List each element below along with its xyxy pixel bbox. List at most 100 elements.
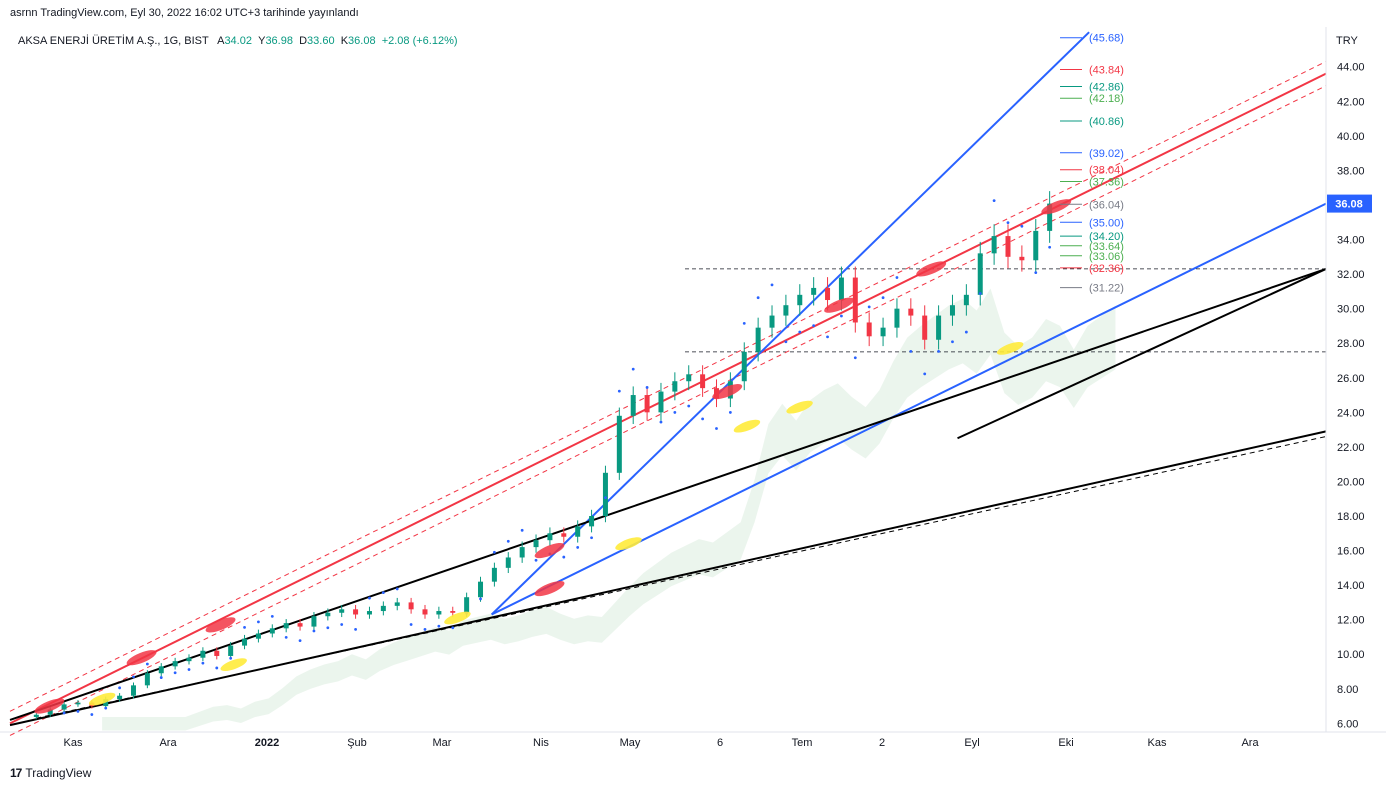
candle-body[interactable] — [283, 623, 289, 629]
candle-body[interactable] — [575, 526, 581, 537]
candle-body[interactable] — [75, 702, 81, 705]
candle-body[interactable] — [200, 650, 206, 658]
candle-body[interactable] — [547, 533, 553, 541]
x-tick-label: Şub — [347, 737, 367, 749]
candle-body[interactable] — [977, 253, 983, 295]
candle-body[interactable] — [852, 277, 858, 323]
candle-body[interactable] — [922, 315, 928, 340]
fib-level-label: (40.86) — [1089, 116, 1124, 128]
price-axis[interactable]: TRY 6.00 8.00 10.00 12.00 14.00 16.00 18.00 20.… — [0, 27, 1386, 733]
plot-area[interactable]: (45.68) (43.84) (42.86)(42.18) (40.86) (39.0… — [9, 31, 1327, 736]
black-lower-dash[interactable] — [36, 436, 1327, 719]
candle-body[interactable] — [589, 516, 595, 527]
candle-body[interactable] — [61, 704, 67, 710]
candle-body[interactable] — [880, 327, 886, 337]
candle-body[interactable] — [949, 305, 955, 316]
candle-body[interactable] — [825, 287, 831, 301]
candle-body[interactable] — [117, 695, 123, 700]
candle-body[interactable] — [894, 308, 900, 328]
tradingview-logo[interactable]: 17 TradingView — [10, 766, 91, 780]
candle-body[interactable] — [450, 611, 456, 613]
candle-body[interactable] — [1047, 203, 1053, 231]
candle-body[interactable] — [602, 472, 608, 517]
candle-body[interactable] — [505, 557, 511, 568]
y-tick-label: 18.00 — [1337, 511, 1365, 523]
candle-body[interactable] — [908, 308, 914, 316]
candle-body[interactable] — [464, 597, 470, 613]
candle-body[interactable] — [519, 547, 525, 558]
candle-body[interactable] — [366, 611, 372, 615]
resistance-touch-marker — [1041, 199, 1072, 215]
candle-body[interactable] — [755, 327, 761, 352]
candle-body[interactable] — [228, 645, 234, 656]
candle-body[interactable] — [811, 287, 817, 295]
fib-level-label: (37.36) — [1089, 176, 1124, 188]
sar-dot — [145, 662, 149, 666]
candle-body[interactable] — [644, 395, 650, 413]
candle-body[interactable] — [394, 602, 400, 606]
candle-body[interactable] — [422, 609, 428, 615]
candle-body[interactable] — [630, 395, 636, 416]
time-axis[interactable]: Kas Ara 2022 Şub Mar Nis May 6 Tem 2 Eyl Eki Kas Ara — [64, 737, 1260, 749]
sar-dot — [770, 283, 774, 287]
candle-body[interactable] — [741, 351, 747, 382]
symbol-title[interactable]: AKSA ENERJİ ÜRETİM A.Ş., 1G, BIST — [18, 35, 209, 47]
candle-body[interactable] — [172, 661, 178, 667]
black-upper-support[interactable] — [9, 267, 1327, 721]
sar-dot — [201, 661, 205, 665]
candle-body[interactable] — [769, 315, 775, 328]
candle-body[interactable] — [866, 322, 872, 337]
black-lower-support[interactable] — [9, 430, 1327, 727]
candle-body[interactable] — [1019, 256, 1025, 261]
candle-body[interactable] — [963, 294, 969, 306]
candle-body[interactable] — [936, 315, 942, 340]
candle-body[interactable] — [533, 540, 539, 548]
candle-body[interactable] — [1005, 236, 1011, 257]
candle-body[interactable] — [158, 666, 164, 674]
red-channel-upper-dash[interactable] — [9, 61, 1327, 712]
candle-body[interactable] — [616, 415, 622, 473]
red-channel-lower-dash[interactable] — [9, 85, 1327, 736]
candle-body[interactable] — [797, 294, 803, 306]
candle-body[interactable] — [700, 374, 706, 389]
candle-body[interactable] — [380, 605, 386, 612]
candle-body[interactable] — [436, 611, 442, 615]
low-value: 33.60 — [307, 35, 335, 47]
black-inner-support[interactable] — [957, 268, 1327, 440]
candle-body[interactable] — [408, 602, 414, 610]
candle-body[interactable] — [130, 685, 136, 696]
candle-body[interactable] — [214, 650, 220, 656]
sar-dot — [590, 536, 593, 540]
y-tick-label: 22.00 — [1337, 442, 1365, 454]
candle-body[interactable] — [478, 581, 484, 598]
candle-body[interactable] — [783, 305, 789, 316]
candle-body[interactable] — [991, 236, 997, 254]
candle-body[interactable] — [255, 633, 261, 639]
candle-body[interactable] — [47, 709, 53, 715]
candle-body[interactable] — [103, 699, 109, 707]
y-tick-label: 24.00 — [1337, 407, 1365, 419]
candle-body[interactable] — [33, 714, 39, 717]
sar-dot — [270, 615, 274, 618]
candle-body[interactable] — [1033, 230, 1039, 261]
candle-body[interactable] — [339, 609, 345, 613]
candle-body[interactable] — [269, 628, 275, 634]
candle-body[interactable] — [561, 533, 567, 537]
candle-body[interactable] — [325, 612, 331, 617]
candle-body[interactable] — [353, 609, 359, 615]
candle-body[interactable] — [144, 673, 150, 686]
candle-body[interactable] — [672, 381, 678, 392]
candle-body[interactable] — [658, 391, 664, 413]
candle-body[interactable] — [491, 567, 497, 582]
candle-body[interactable] — [311, 616, 317, 627]
red-channel-line[interactable] — [9, 72, 1327, 725]
candle-body[interactable] — [297, 623, 303, 627]
y-tick-label: 20.00 — [1337, 476, 1365, 488]
x-tick-label: Eki — [1058, 737, 1073, 749]
blue-mid-trendline[interactable] — [491, 202, 1327, 616]
candle-body[interactable] — [186, 657, 192, 662]
candle-body[interactable] — [686, 374, 692, 382]
candle-body[interactable] — [838, 277, 844, 301]
candle-body[interactable] — [242, 638, 248, 646]
